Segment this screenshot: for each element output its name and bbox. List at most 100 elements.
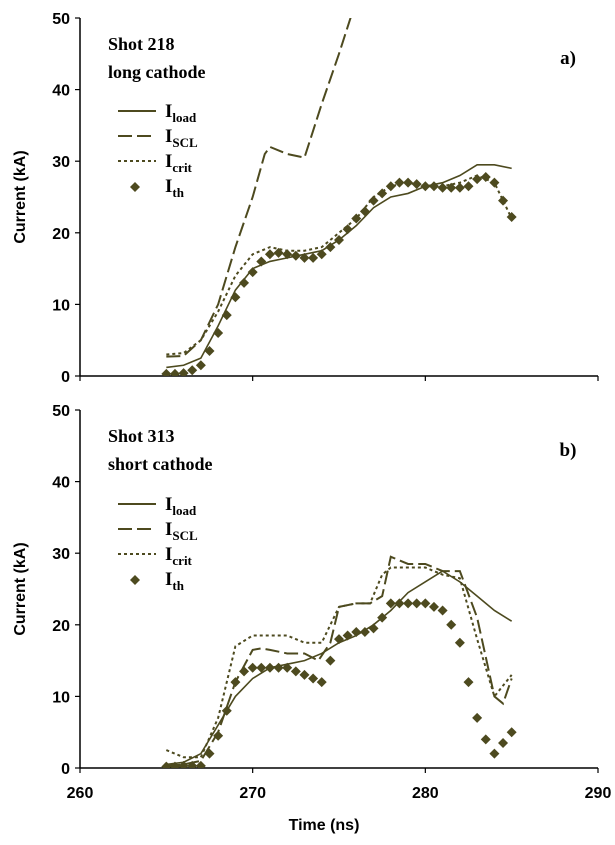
series-ith-point (437, 182, 448, 193)
y-tick-label: 30 (52, 154, 70, 171)
series-ith-point (213, 328, 224, 339)
series-ith-point (282, 662, 293, 673)
series-ith-point (290, 666, 301, 677)
x-tick-label: 290 (585, 785, 612, 802)
series-ith-point (213, 730, 224, 741)
series-ith-point (506, 212, 517, 223)
panel-label: b) (560, 440, 577, 461)
shot-annotation-line: long cathode (108, 62, 206, 82)
series-ith-point (472, 712, 483, 723)
series-ith-point (230, 292, 241, 303)
series-ith-point (178, 760, 189, 768)
series-ith-point (351, 213, 362, 224)
series-ith-point (187, 365, 198, 376)
series-ith-point (325, 242, 336, 253)
series-ith-point (221, 705, 232, 716)
series-icrit-line (165, 566, 513, 759)
y-tick-label: 20 (52, 226, 70, 243)
series-ith-point (394, 177, 405, 188)
legend-marker (130, 575, 140, 585)
series-ith-point (161, 368, 172, 376)
series-ith-point (472, 174, 483, 185)
series-ith-point (489, 177, 500, 188)
x-tick-label: 280 (412, 785, 439, 802)
series-ith-point (480, 171, 491, 182)
series-ith-point (169, 368, 180, 376)
legend-entry: ISCL (165, 519, 198, 543)
y-tick-label: 0 (61, 761, 70, 778)
series-ith-point (169, 761, 180, 768)
series-ith-point (282, 249, 293, 260)
series-ith-point (195, 360, 206, 371)
series-ith-point (230, 677, 241, 688)
y-tick-label: 40 (52, 83, 70, 100)
series-ith-point (420, 598, 431, 609)
series-ith-point (498, 195, 509, 206)
series-ith-point (273, 247, 284, 258)
series-ith-point (489, 748, 500, 759)
series-ith-point (446, 619, 457, 630)
series-ith-point (377, 612, 388, 623)
shot-annotation-line: Shot 313 (108, 426, 175, 446)
y-tick-label: 0 (61, 369, 70, 386)
series-ith-point (368, 623, 379, 634)
series-ith-point (463, 677, 474, 688)
series-ith-point (359, 626, 370, 637)
series-ith-point (264, 249, 275, 260)
series-ith-point (299, 669, 310, 680)
legend-entry: Icrit (165, 544, 193, 568)
series-ith-point (385, 598, 396, 609)
series-ith-point (334, 634, 344, 645)
series-ith-point (403, 598, 414, 609)
series-ith-point (480, 734, 491, 745)
panel-label: a) (560, 48, 576, 69)
series-ith-point (299, 252, 310, 263)
panel-a: 0 10 20 30 40 50 Current (kA) Shot 218 long cath… (12, 11, 599, 386)
series-ith-point (239, 277, 250, 288)
series-ith-point (325, 655, 336, 666)
series-ith-point (316, 249, 327, 260)
y-axis-label: Current (kA) (12, 542, 29, 635)
series-ith-point (195, 760, 206, 768)
plot-area (161, 555, 517, 768)
y-tick-label: 50 (52, 11, 70, 28)
x-tick-label: 270 (239, 785, 266, 802)
series-ith-point (178, 368, 189, 376)
series-ith-point (498, 737, 509, 748)
series-ith-point (204, 345, 215, 356)
series-ith-point (342, 630, 353, 641)
series-ith-point (290, 250, 301, 261)
series-ith-point (385, 181, 396, 192)
plot-area (161, 18, 517, 376)
y-tick-label: 10 (52, 689, 70, 706)
series-ith-point (377, 188, 388, 199)
series-ith-point (204, 748, 215, 759)
y-axis-label: Current (kA) (12, 150, 29, 243)
series-ith-point (411, 598, 422, 609)
legend-entry: Iload (165, 494, 197, 518)
series-ith-point (428, 601, 439, 612)
x-tick-label: 260 (67, 785, 94, 802)
legend-entry: Iload (165, 101, 197, 125)
series-ith-point (256, 256, 267, 267)
series-ith-point (506, 727, 517, 738)
series-ith-point (394, 598, 405, 609)
series-icrit-line (166, 174, 513, 356)
series-ith-point (247, 662, 258, 673)
y-tick-label: 10 (52, 297, 70, 314)
series-ith-point (368, 195, 379, 206)
series-ith-point (161, 761, 172, 768)
series-ith-point (308, 673, 319, 684)
shot-annotation-line: Shot 218 (108, 34, 175, 54)
series-ith-point (342, 224, 353, 235)
series-ith-point (411, 179, 422, 190)
y-tick-label: 40 (52, 475, 70, 492)
series-ith-point (308, 252, 319, 263)
series-ith-point (463, 181, 474, 192)
series-ith-point (221, 310, 232, 321)
series-ith-point (351, 626, 362, 637)
series-ith-point (454, 182, 465, 193)
y-tick-label: 30 (52, 546, 70, 563)
series-ith-point (187, 760, 198, 768)
